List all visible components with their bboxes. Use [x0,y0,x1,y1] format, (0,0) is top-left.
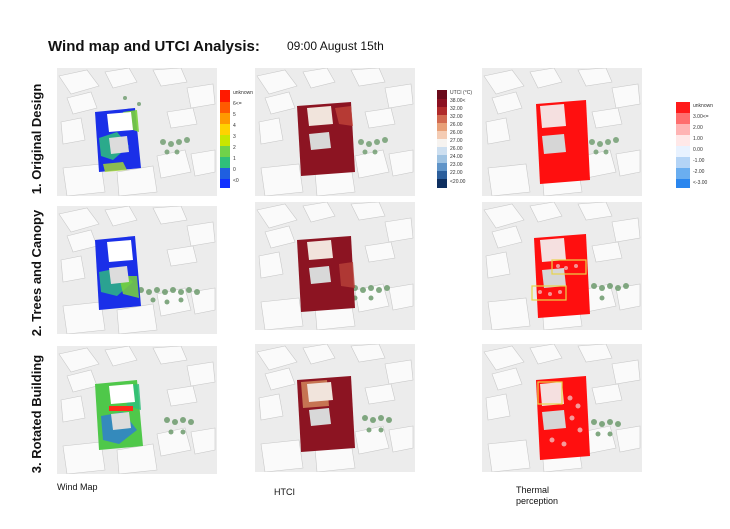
legend-label: UTCI (°C) [450,90,472,96]
row-label-original-design: 1. Original Design [29,83,44,195]
legend-label: <-3.00 [693,180,708,186]
legend-swatch [437,171,447,179]
legend-label: 1.00 [693,136,703,142]
legend-label: 2 [233,145,236,151]
wind-map-original [57,68,217,196]
legend-label: unknown [233,90,254,96]
legend-swatch [220,135,230,146]
legend-swatch [437,147,447,155]
legend-swatch [437,123,447,131]
legend-swatch [676,168,690,179]
utci-legend: UTCI (°C) 38.00< 32.00 32.00 26.00 26.00… [437,90,477,188]
legend-swatch [220,124,230,135]
legend-label: 22.00 [450,170,463,176]
legend-swatch [676,157,690,168]
legend-swatch [220,146,230,157]
legend-label: 23.00 [450,162,463,168]
legend-label: 4 [233,123,236,129]
legend-label: 26.00 [450,130,463,136]
wind-speed-legend: unknown 6<= 5 4 3 2 1 0 <0 [220,90,260,188]
page-title: Wind map and UTCI Analysis: [48,38,260,55]
legend-label: 32.00 [450,114,463,120]
htci-map-rotated-building [255,344,415,472]
legend-swatch [220,168,230,179]
legend-swatch [437,163,447,171]
column-label-wind-map: Wind Map [57,482,98,492]
legend-swatch [437,139,447,147]
legend-swatch [220,90,230,102]
legend-label: 32.00 [450,106,463,112]
legend-label: 26.00 [450,146,463,152]
htci-map-trees-canopy [255,202,415,330]
legend-swatch [220,113,230,124]
legend-swatch [437,107,447,115]
wind-map-trees-canopy [57,206,217,334]
legend-label: 38.00< [450,98,466,104]
legend-swatch [676,102,690,113]
legend-swatch [220,102,230,113]
thermal-perception-map-original [482,68,642,196]
legend-label: 24.00 [450,154,463,160]
legend-label: -1.00 [693,158,705,164]
column-label-thermal-perception: Thermal perception [516,485,559,506]
legend-label: 2.00 [693,125,703,131]
legend-swatch [676,179,690,188]
row-label-rotated-building: 3. Rotated Building [29,354,44,474]
legend-label: 1 [233,156,236,162]
legend-label: 6<= [233,101,242,107]
legend-label: 5 [233,112,236,118]
analysis-time: 09:00 August 15th [287,39,384,53]
htci-map-original [255,68,415,196]
legend-swatch [437,90,447,99]
thermal-perception-map-rotated-building [482,344,642,472]
legend-swatch [676,113,690,124]
legend-label: unknown [693,103,714,109]
legend-label: 26.00 [450,122,463,128]
row-label-trees-and-canopy: 2. Trees and Canopy [29,209,44,337]
legend-label: 0 [233,167,236,173]
legend-label: 0.00 [693,147,703,153]
legend-label: 3.00<= [693,114,709,120]
legend-label: 3 [233,134,236,140]
column-label-htci: HTCI [274,487,295,497]
legend-swatch [220,157,230,168]
legend-label: <0 [233,178,239,184]
thermal-perception-map-trees-canopy [482,202,642,330]
legend-swatch [676,124,690,135]
legend-swatch [437,99,447,107]
legend-swatch [437,115,447,123]
legend-label: -2.00 [693,169,705,175]
legend-swatch [676,135,690,146]
thermal-perception-legend: unknown 3.00<= 2.00 1.00 0.00 -1.00 -2.0… [676,102,726,188]
legend-swatch [437,131,447,139]
legend-swatch [437,179,447,188]
legend-label: 27.00 [450,138,463,144]
legend-swatch [437,155,447,163]
wind-map-rotated-building [57,346,217,474]
legend-swatch [220,179,230,188]
legend-swatch [676,146,690,157]
legend-label: <20.00 [450,179,466,185]
